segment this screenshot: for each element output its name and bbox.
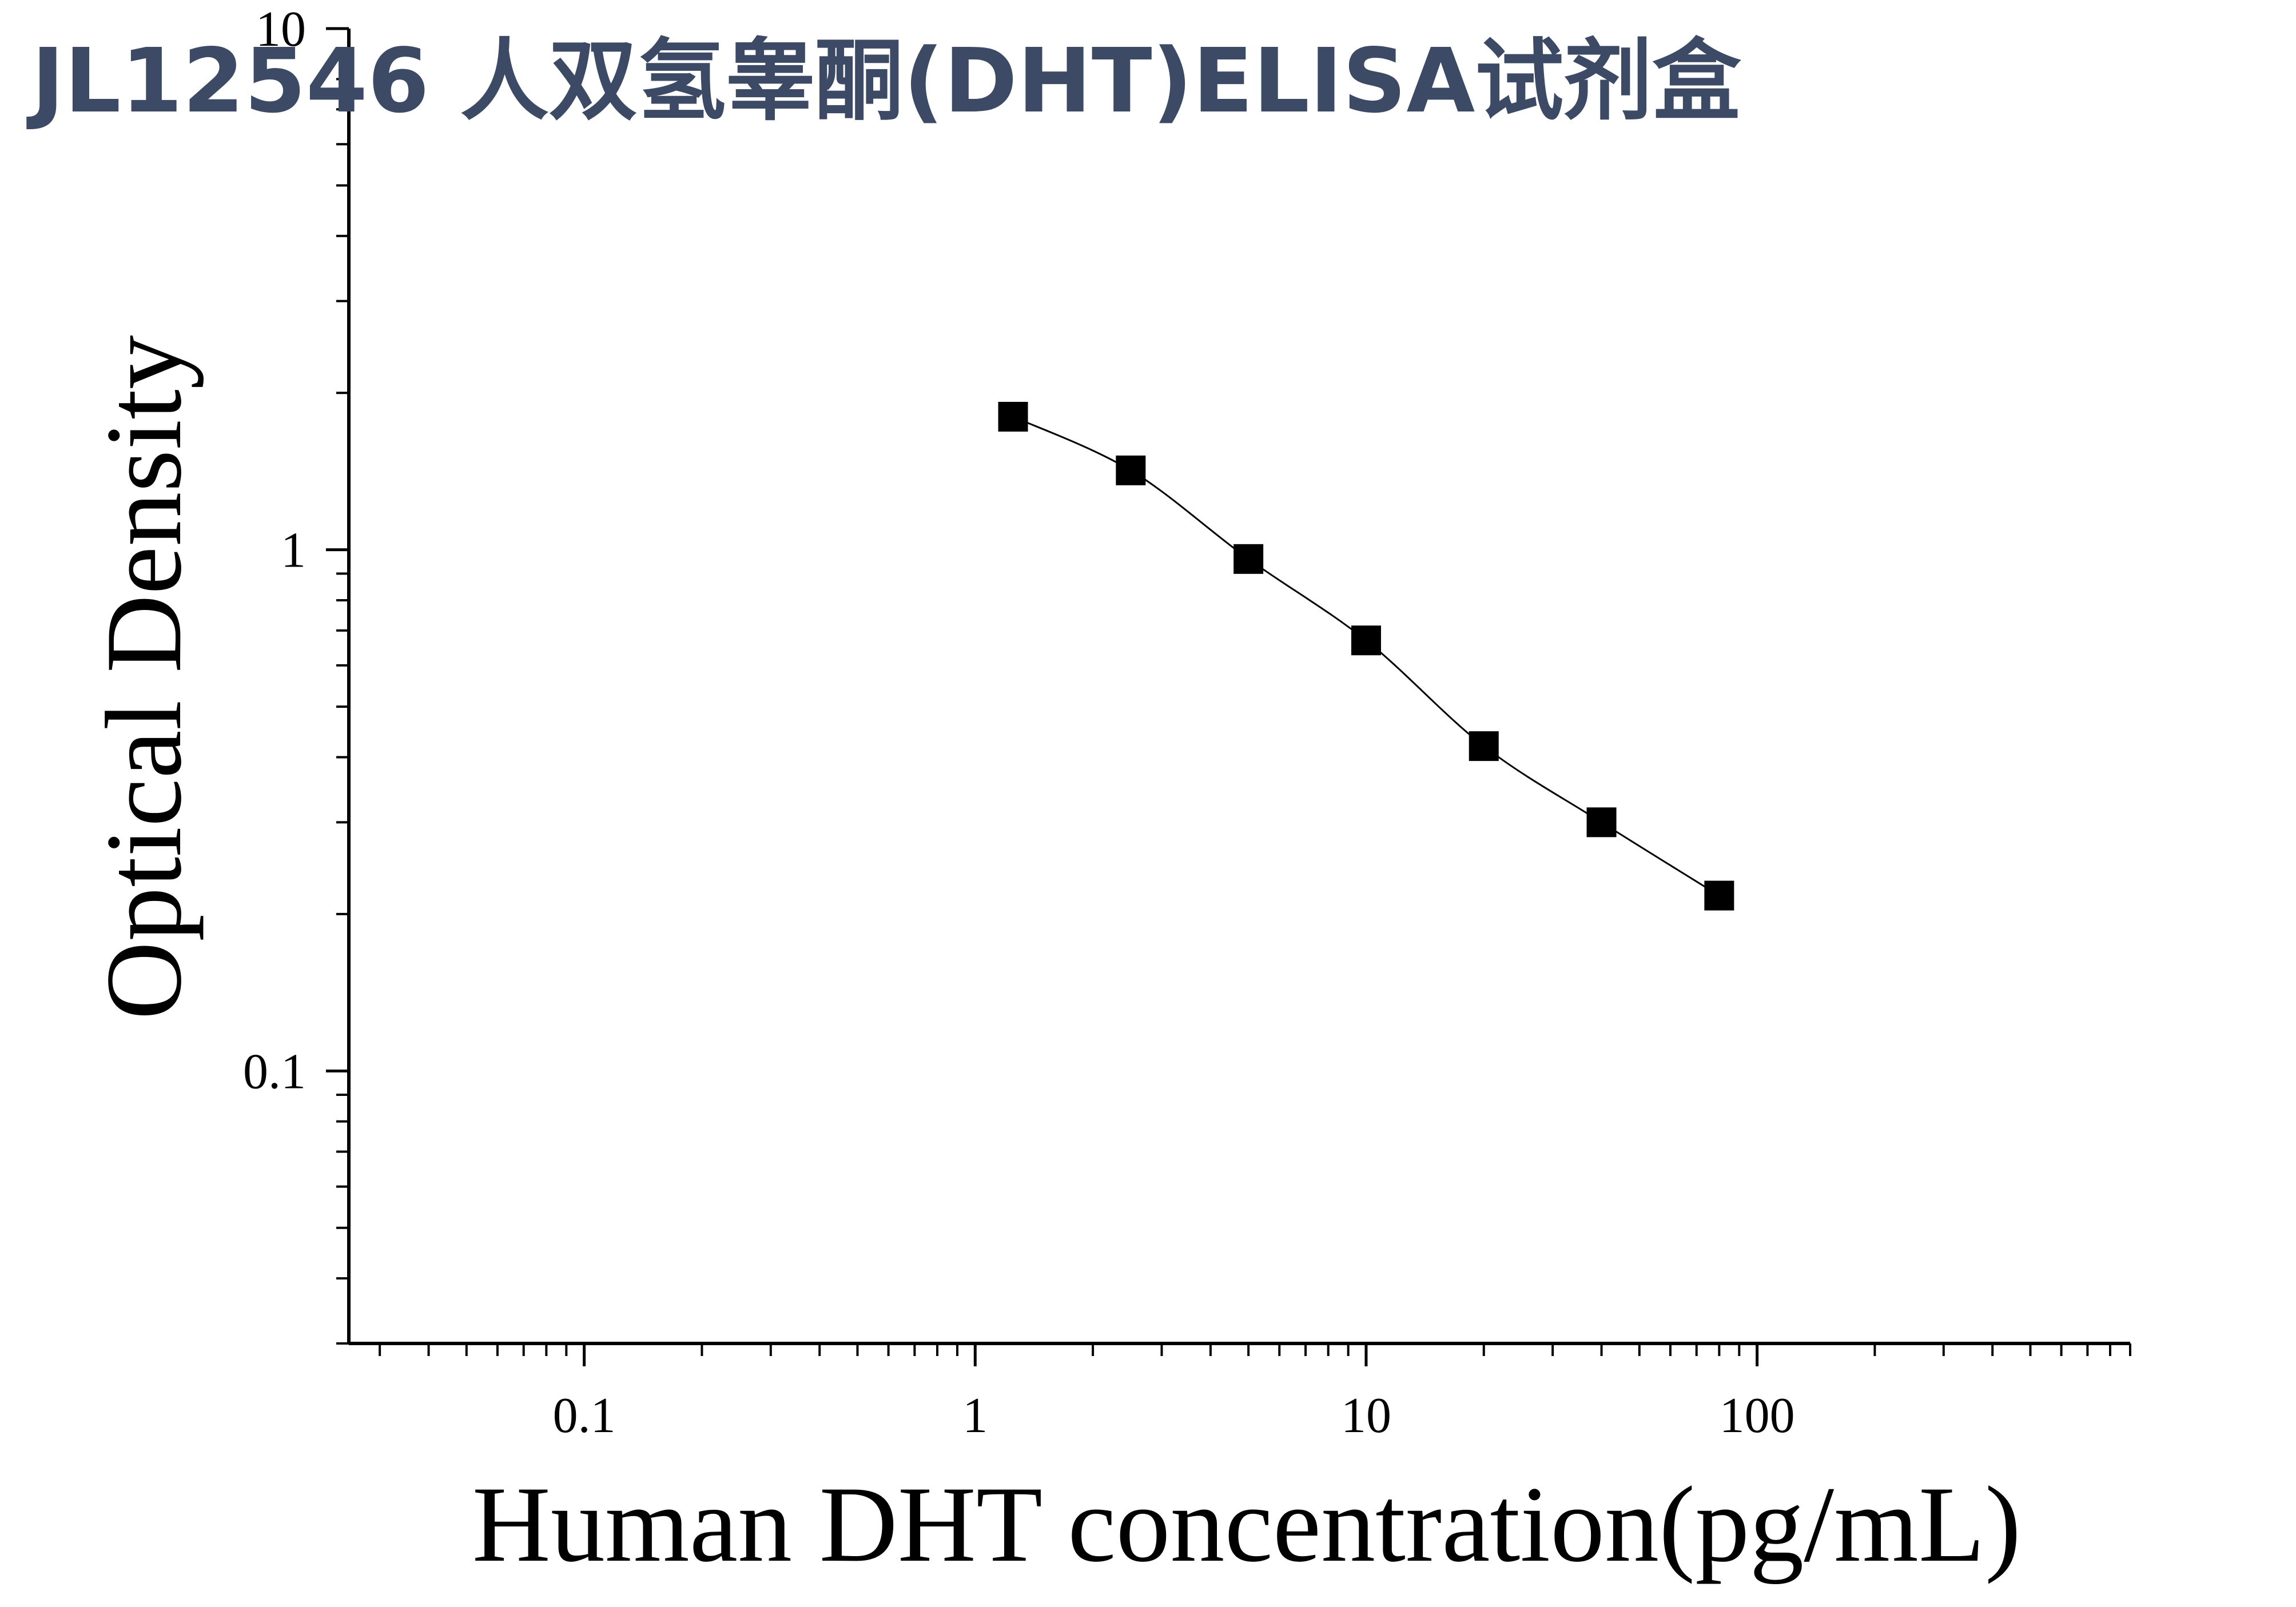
data-point-marker [1233,544,1264,574]
data-point-marker [1704,880,1734,911]
y-tick-label: 0.1 [243,1044,306,1099]
data-point-marker [1586,807,1617,838]
x-axis-label: Human DHT concentration(pg/mL) [472,1465,2022,1585]
y-axis-label: Optical Density [84,335,204,1020]
x-tick-label: 10 [1341,1388,1391,1443]
y-tick-label: 1 [281,523,306,579]
axes-layer: 0.1 1 10 100 0.1 1 10 [243,2,2131,1443]
x-tick-label: 1 [962,1388,988,1443]
data-point-marker [1469,731,1499,761]
data-point-marker [1116,455,1146,485]
marker-layer [998,401,1734,911]
chart-title: JL12546 人双氢睾酮(DHT)ELISA试剂盒 [26,29,1741,133]
data-point-marker [998,401,1028,432]
x-tick-label: 100 [1720,1388,1795,1443]
data-point-marker [1351,625,1381,656]
x-tick-label: 0.1 [553,1388,616,1443]
y-tick-label: 10 [256,2,306,57]
